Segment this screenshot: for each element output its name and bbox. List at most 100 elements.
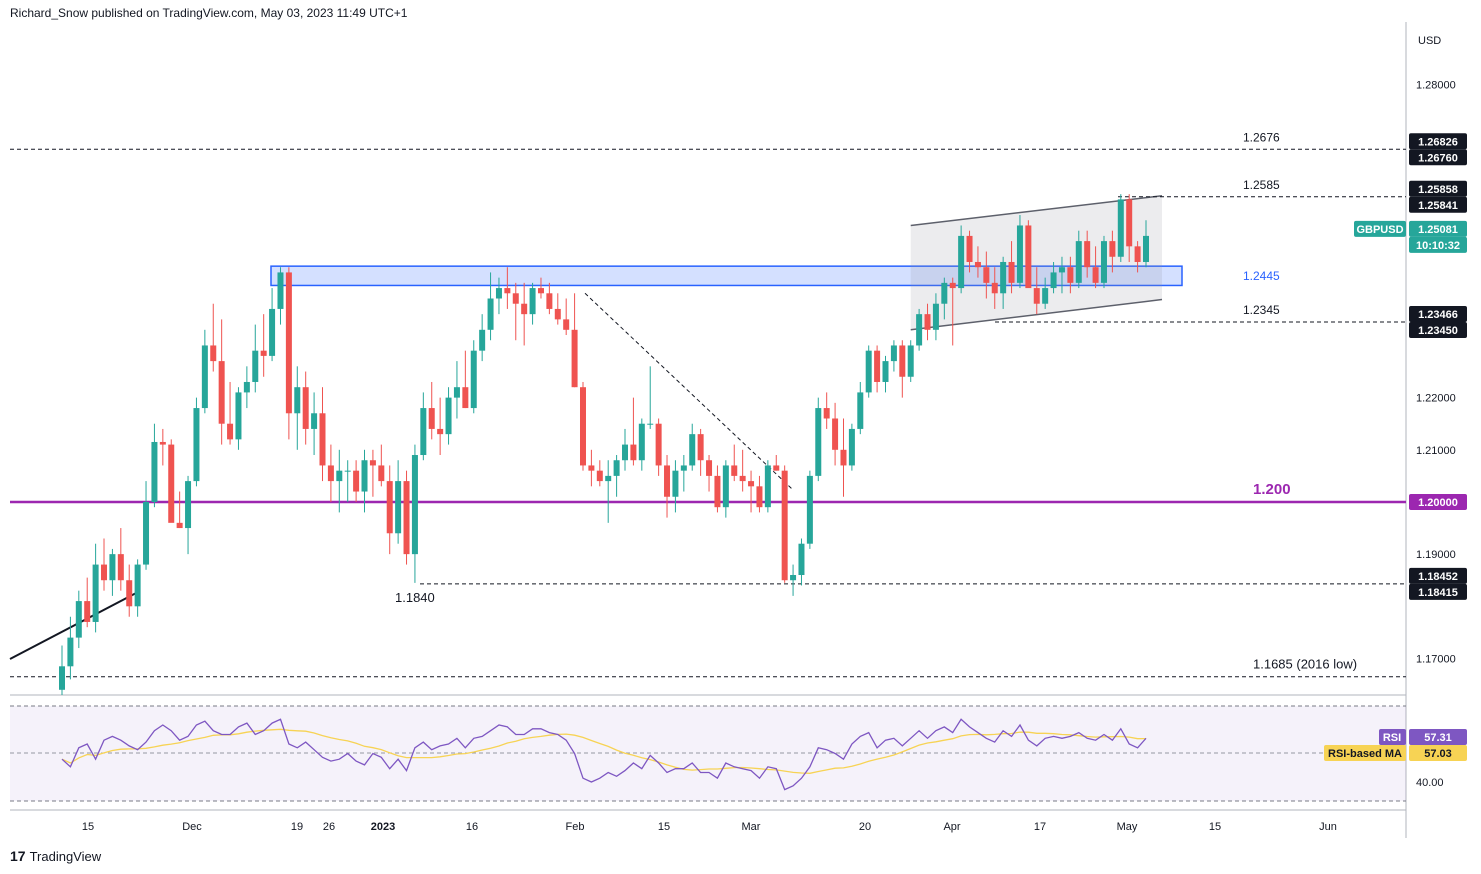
level-label-2: 1.2345 bbox=[1243, 303, 1280, 317]
candle-body bbox=[722, 465, 729, 508]
candle-body bbox=[428, 408, 435, 429]
rsi-name-tag-bg bbox=[1379, 729, 1406, 745]
candle-body bbox=[579, 387, 586, 466]
candle-body bbox=[857, 392, 864, 429]
level-tag-0-a-bg bbox=[1409, 133, 1467, 150]
candle-body bbox=[689, 434, 696, 466]
candle-body bbox=[159, 441, 166, 445]
candle-body bbox=[336, 470, 343, 482]
candle-body bbox=[311, 413, 318, 429]
candle-body bbox=[285, 272, 292, 414]
rsi-ma-value-tag-bg bbox=[1409, 745, 1467, 761]
candle-body bbox=[445, 397, 452, 435]
candle-body bbox=[75, 601, 82, 638]
price-tick-1: 1.22000 bbox=[1416, 393, 1456, 405]
candle-body bbox=[512, 293, 519, 304]
downtrend-line bbox=[584, 292, 793, 490]
candle-body bbox=[932, 303, 939, 330]
level-tag-0-b: 1.26760 bbox=[1418, 152, 1458, 164]
candle-body bbox=[1042, 288, 1049, 304]
candle-body bbox=[672, 470, 679, 497]
rsi-ma-line bbox=[61, 728, 1147, 774]
candle-body bbox=[411, 455, 418, 555]
candle-body bbox=[479, 329, 486, 351]
candle-body bbox=[739, 475, 746, 482]
level-tag-2-a: 1.23466 bbox=[1418, 309, 1458, 321]
candle-body bbox=[983, 267, 990, 283]
candle-body bbox=[756, 486, 763, 508]
trendlines-layer bbox=[9, 292, 793, 660]
candle-body bbox=[462, 387, 469, 409]
level-tag-2-b: 1.23450 bbox=[1418, 325, 1458, 337]
rsi-value-tag: 57.31 bbox=[1424, 732, 1452, 744]
candle-body bbox=[109, 554, 116, 581]
candle-body bbox=[134, 564, 141, 607]
candle-body bbox=[361, 460, 368, 492]
level-tag-2-b-bg bbox=[1409, 321, 1467, 338]
candle-body bbox=[243, 381, 250, 393]
candle-body bbox=[613, 460, 620, 476]
candle-body bbox=[949, 282, 956, 289]
candle-body bbox=[638, 423, 645, 461]
candle-body bbox=[537, 288, 544, 294]
price-tick-3: 1.19000 bbox=[1416, 549, 1456, 561]
level-tag-4-a-bg bbox=[1409, 567, 1467, 584]
candle-body bbox=[1075, 241, 1082, 283]
level-tag-2-a-bg bbox=[1409, 305, 1467, 322]
candle-body bbox=[453, 387, 460, 398]
time-tick-11: 17 bbox=[1034, 821, 1046, 833]
level-tag-4-a: 1.18452 bbox=[1418, 571, 1458, 583]
candle-body bbox=[890, 345, 897, 362]
candle-body bbox=[378, 465, 385, 482]
candle-body bbox=[630, 444, 637, 461]
candle-body bbox=[1134, 246, 1141, 262]
candle-body bbox=[1058, 267, 1065, 273]
candle-body bbox=[185, 481, 192, 529]
candle-body bbox=[563, 319, 570, 330]
candle-body bbox=[874, 350, 881, 382]
candle-body bbox=[1050, 272, 1057, 289]
level-label-4: 1.1840 bbox=[395, 590, 435, 605]
rsi-ma-name-tag-bg bbox=[1324, 745, 1406, 761]
countdown-tag: 10:10:32 bbox=[1416, 240, 1460, 252]
level-tag-0-a: 1.26826 bbox=[1418, 136, 1458, 148]
candle-body bbox=[815, 408, 822, 476]
level-tag-4-b-bg bbox=[1409, 583, 1467, 600]
candle-body bbox=[781, 470, 788, 581]
level-label-1: 1.2585 bbox=[1243, 178, 1280, 192]
candle-body bbox=[117, 554, 124, 581]
candle-body bbox=[1143, 235, 1149, 262]
level-label-0: 1.2676 bbox=[1243, 130, 1280, 144]
candle-body bbox=[386, 481, 393, 534]
candle-body bbox=[487, 298, 494, 330]
level-lines-layer: 1.2676 1.2585 1.2345 1.200 1.1840 1.1685 (201… bbox=[10, 130, 1406, 678]
candle-body bbox=[571, 329, 578, 388]
candle-body bbox=[966, 235, 973, 262]
candles-layer bbox=[59, 194, 1149, 695]
candle-body bbox=[521, 303, 528, 315]
candle-body bbox=[848, 428, 855, 466]
countdown-tag-bg bbox=[1409, 236, 1467, 253]
candle-body bbox=[227, 423, 234, 440]
axes-layer: 1.28000 1.22000 1.21000 1.19000 1.17000 USD 40… bbox=[82, 35, 1456, 833]
candle-body bbox=[865, 350, 872, 393]
candle-body bbox=[974, 261, 981, 268]
level-label-5: 1.1685 (2016 low) bbox=[1253, 657, 1357, 672]
rsi-ma-name-tag: RSI-based MA bbox=[1328, 748, 1402, 760]
candle-body bbox=[210, 345, 217, 362]
candle-body bbox=[588, 465, 595, 471]
time-tick-8: Mar bbox=[742, 821, 761, 833]
candle-body bbox=[899, 345, 906, 377]
candle-body bbox=[353, 470, 360, 492]
candle-body bbox=[790, 575, 797, 581]
candle-body bbox=[403, 481, 410, 555]
time-tick-14: Jun bbox=[1319, 821, 1337, 833]
symbol-tag-bg bbox=[1354, 220, 1406, 237]
candle-body bbox=[1025, 225, 1032, 289]
candle-body bbox=[882, 361, 889, 382]
candle-body bbox=[277, 272, 284, 309]
time-tick-6: Feb bbox=[566, 821, 585, 833]
candle-body bbox=[748, 481, 755, 487]
candle-body bbox=[832, 418, 839, 450]
